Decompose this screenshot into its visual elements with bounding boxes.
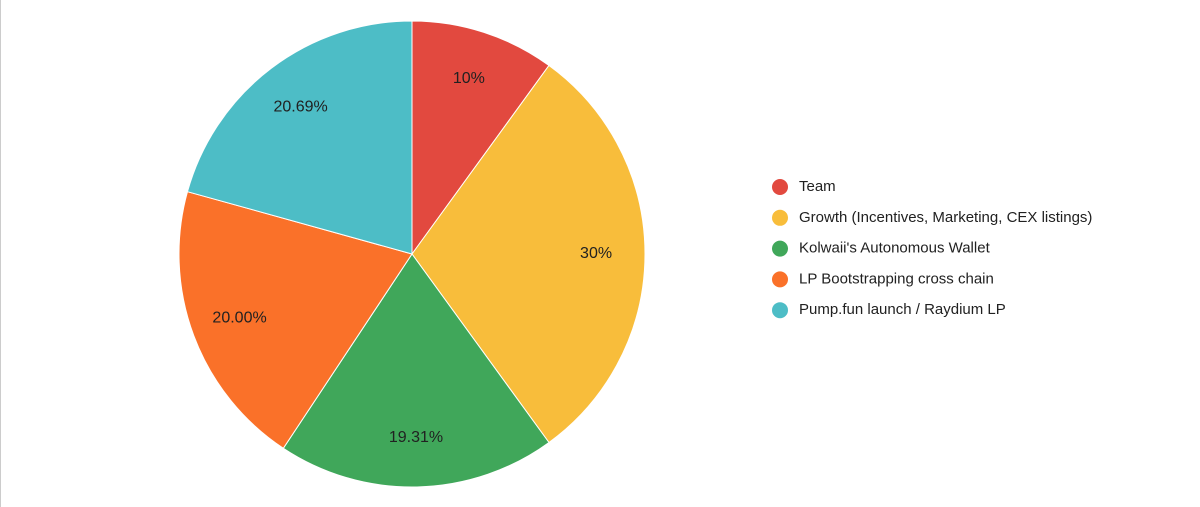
slice-label: 10% [453,70,485,87]
pie-slice [178,191,413,449]
pie-slice [411,64,646,444]
legend-swatch [772,209,788,226]
legend-swatch [772,179,788,195]
pie-slice [282,253,550,488]
legend-label: Pump.fun launch / Raydium LP [799,301,1006,318]
legend-swatch [772,302,788,319]
slice-label: 20.69% [273,99,327,116]
legend-label: LP Bootstrapping cross chain [799,270,994,287]
legend-swatch [772,240,788,257]
legend-label: Growth (Incentives, Marketing, CEX listi… [799,209,1092,226]
pie-slice [186,20,413,255]
slice-label: 20.00% [212,310,266,327]
pie-slice [411,20,550,256]
legend-label: Kolwaii's Autonomous Wallet [799,240,991,257]
slice-label: 19.31% [389,429,443,446]
legend-label: Team [799,178,836,195]
slice-label: 30% [580,245,612,262]
legend-swatch [772,271,788,288]
